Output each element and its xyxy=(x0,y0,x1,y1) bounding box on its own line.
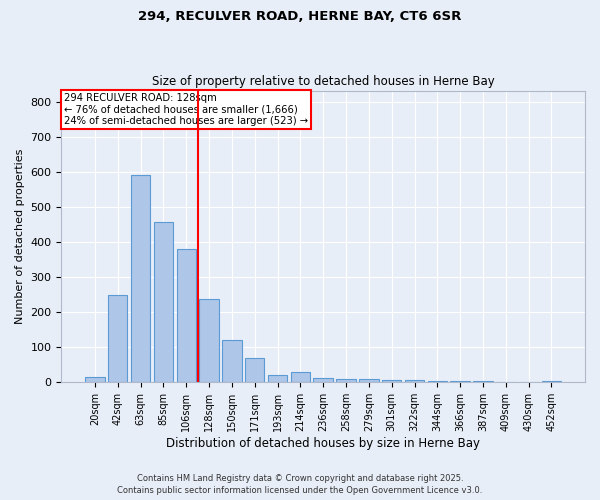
Bar xyxy=(222,340,242,382)
Title: Size of property relative to detached houses in Herne Bay: Size of property relative to detached ho… xyxy=(152,76,494,88)
Bar xyxy=(176,249,196,382)
Bar xyxy=(245,358,265,382)
Text: Contains HM Land Registry data © Crown copyright and database right 2025.
Contai: Contains HM Land Registry data © Crown c… xyxy=(118,474,482,495)
Bar xyxy=(313,378,333,382)
Bar xyxy=(199,299,219,382)
Bar xyxy=(268,374,287,382)
Bar xyxy=(290,372,310,382)
Text: 294, RECULVER ROAD, HERNE BAY, CT6 6SR: 294, RECULVER ROAD, HERNE BAY, CT6 6SR xyxy=(139,10,461,23)
Bar xyxy=(359,379,379,382)
Y-axis label: Number of detached properties: Number of detached properties xyxy=(15,149,25,324)
Bar xyxy=(382,380,401,382)
Bar xyxy=(542,380,561,382)
Bar xyxy=(337,379,356,382)
Bar xyxy=(405,380,424,382)
Bar xyxy=(131,176,150,382)
Bar xyxy=(85,377,104,382)
Text: 294 RECULVER ROAD: 128sqm
← 76% of detached houses are smaller (1,666)
24% of se: 294 RECULVER ROAD: 128sqm ← 76% of detac… xyxy=(64,92,308,126)
X-axis label: Distribution of detached houses by size in Herne Bay: Distribution of detached houses by size … xyxy=(166,437,480,450)
Bar xyxy=(154,222,173,382)
Bar xyxy=(108,294,127,382)
